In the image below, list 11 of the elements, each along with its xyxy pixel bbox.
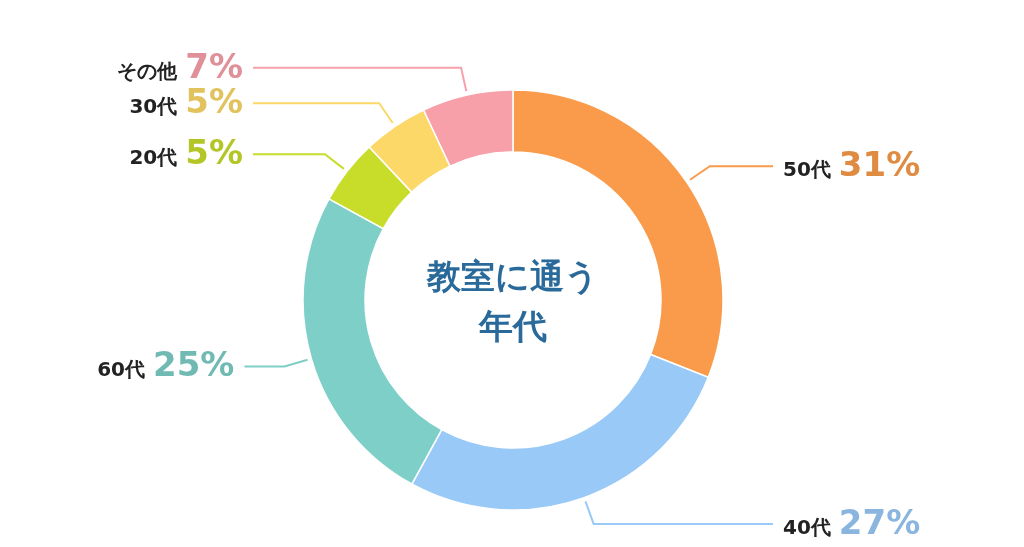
slice-label: その他: [117, 58, 179, 83]
slice-label: 20代: [129, 145, 178, 170]
slice-label: 60代: [97, 357, 146, 382]
text: 教室に通う年代: [426, 256, 599, 346]
data-label: 27%: [838, 501, 921, 542]
data-label: 31%: [838, 144, 921, 185]
data-label: 25%: [153, 344, 235, 385]
slice-label: 50代: [783, 157, 831, 182]
slice-label: 30代: [129, 94, 178, 119]
slice-label: 40代: [783, 514, 831, 539]
data-label: 5%: [185, 132, 243, 173]
